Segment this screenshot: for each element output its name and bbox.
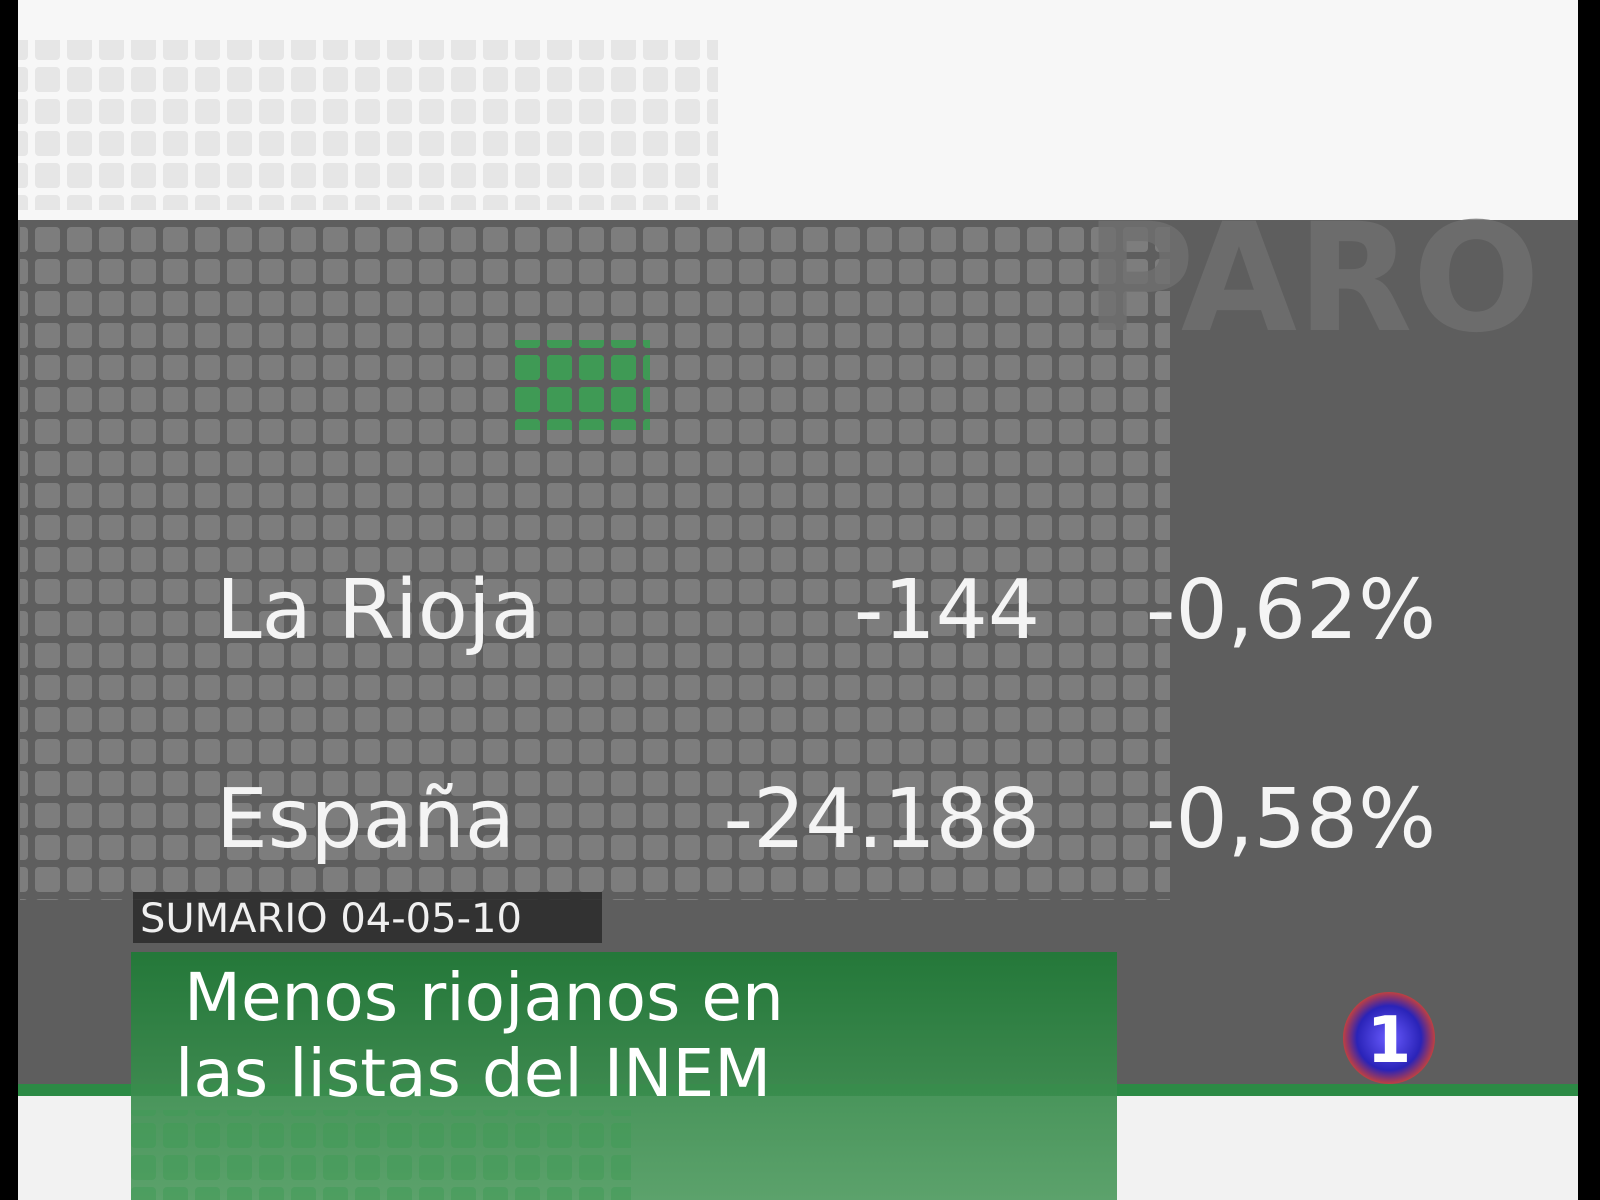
tile-grid xyxy=(20,220,1170,900)
change-percent: -0,62% xyxy=(1146,563,1436,658)
section-box xyxy=(133,892,602,943)
headline-line: Menos riojanos en xyxy=(184,959,784,1036)
channel-number: 1 xyxy=(1367,1004,1412,1078)
green-tiles xyxy=(510,340,650,430)
channel-logo xyxy=(1343,992,1435,1084)
right-edge xyxy=(1578,0,1600,1200)
headline-line: las listas del INEM xyxy=(175,1035,771,1112)
row: La Rioja -144 -0,62% xyxy=(216,563,1436,658)
headline-tiles xyxy=(131,1110,631,1200)
top-tiles xyxy=(18,40,718,210)
change-count: -144 xyxy=(854,563,1040,658)
background-word: PARO xyxy=(1085,192,1540,366)
row: España -24.188 -0,58% xyxy=(216,772,1436,867)
change-count: -24.188 xyxy=(723,772,1040,867)
region-name: España xyxy=(216,772,515,867)
change-percent: -0,58% xyxy=(1146,772,1436,867)
section-label: SUMARIO 04-05-10 xyxy=(140,896,522,942)
region-name: La Rioja xyxy=(216,563,541,658)
